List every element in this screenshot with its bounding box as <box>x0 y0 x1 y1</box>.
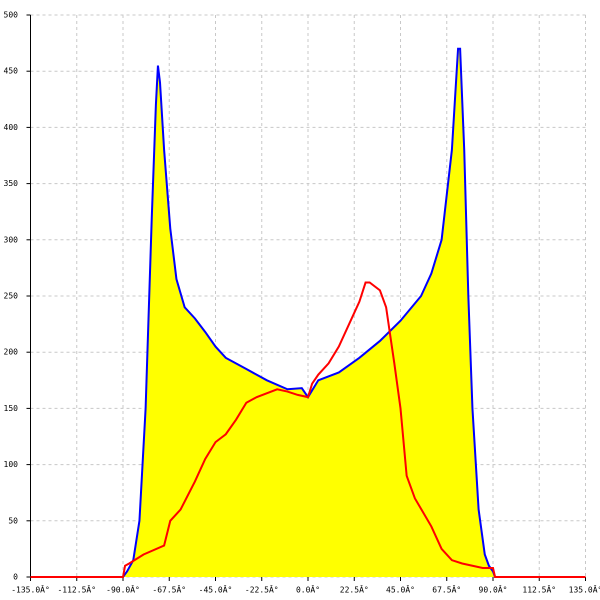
y-tick-label: 150 <box>4 404 19 413</box>
y-tick-label: 350 <box>4 179 19 188</box>
x-tick-label: 67.5Â° <box>432 584 461 595</box>
x-tick-label: -112.5Â° <box>57 584 96 595</box>
y-tick-label: 0 <box>13 573 18 582</box>
x-tick-label: -45.0Â° <box>199 584 233 595</box>
x-tick-label: -135.0Â° <box>11 584 50 595</box>
x-tick-label: 45.0Â° <box>386 584 415 595</box>
x-tick-label: -90.0Â° <box>106 584 140 595</box>
x-tick-label: 112.5Â° <box>522 584 556 595</box>
line <box>30 281 586 578</box>
y-tick-label: 50 <box>8 516 18 525</box>
area <box>30 48 586 578</box>
y-tick-label: 450 <box>4 67 19 76</box>
line <box>30 47 586 578</box>
y-tick-label: 250 <box>4 292 19 301</box>
y-tick-label: 100 <box>4 460 19 469</box>
x-tick-label: -67.5Â° <box>152 584 186 595</box>
x-tick-label: 0.0Â° <box>296 584 320 595</box>
x-tick-label: 90.0Â° <box>479 584 508 595</box>
x-tick-label: 135.0Â° <box>569 584 600 595</box>
x-tick-label: -22.5Â° <box>245 584 279 595</box>
x-tick-label: 22.5Â° <box>340 584 369 595</box>
y-tick-label: 300 <box>4 235 19 244</box>
y-tick-label: 200 <box>4 348 19 357</box>
y-tick-label: 400 <box>4 123 19 132</box>
y-tick-label: 500 <box>4 11 19 20</box>
